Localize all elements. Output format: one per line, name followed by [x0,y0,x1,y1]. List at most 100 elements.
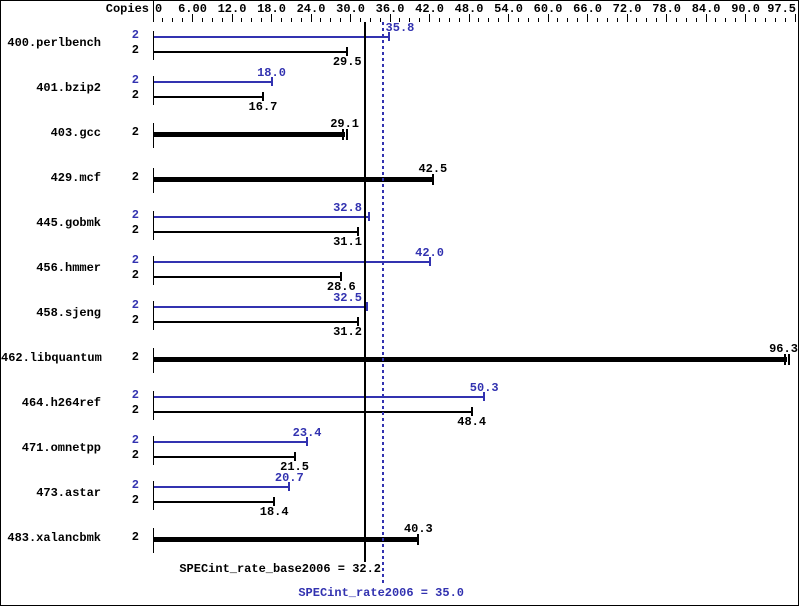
x-tick-minor [557,18,559,22]
bar-end-cap [470,407,473,416]
x-tick-minor [280,18,282,22]
group-axis-segment [153,528,154,553]
benchmark-label: 429.mcf [50,171,101,185]
x-tick-major [152,14,154,22]
peak-bar [154,36,389,38]
x-tick-minor [517,18,519,22]
copies-value: 2 [131,433,139,447]
benchmark-label: 401.bzip2 [36,81,101,95]
x-tick-major [310,14,312,22]
bar-end-cap [417,534,420,545]
benchmark-label: 483.xalancbmk [7,531,101,545]
x-tick-major [429,14,431,22]
x-tick-minor [784,18,786,22]
x-tick-label: 60.0 [533,2,563,16]
bar-end-cap [356,227,359,236]
base-bar [154,276,342,278]
x-tick-label: 42.0 [415,2,444,16]
x-tick-minor [735,18,737,22]
x-tick-major [587,14,589,22]
x-tick-major [389,14,391,22]
bar-end-cap [483,392,486,401]
x-tick-minor [725,18,727,22]
benchmark-label: 458.sjeng [36,306,101,320]
copies-value: 2 [131,313,139,327]
base-mean-line [364,22,367,562]
x-tick-label: 72.0 [612,2,642,16]
group-axis-segment [153,256,154,285]
x-tick-minor [330,18,332,22]
x-tick-minor [399,18,401,22]
base-value-label: 29.5 [332,55,362,69]
peak-value-label: 32.5 [333,291,362,305]
x-tick-minor [636,18,638,22]
bar-end-cap [431,174,434,185]
peak-value-label: 35.8 [385,21,415,35]
x-tick-minor [409,18,411,22]
x-tick-label: 24.0 [296,2,326,16]
benchmark-label: 400.perlbench [7,36,101,50]
copies-value: 2 [131,388,139,402]
x-tick-minor [320,18,322,22]
x-tick-major [705,14,707,22]
peak-bar [154,216,369,218]
copies-value: 2 [131,298,139,312]
copies-value: 2 [131,125,139,139]
peak-bar [154,441,308,443]
base-value-label: 28.6 [326,280,356,294]
copies-value: 2 [131,403,139,417]
x-tick-minor [340,18,342,22]
base-value-label: 21.5 [280,460,309,474]
x-tick-minor [774,18,776,22]
peak-value-label: 18.0 [257,66,286,80]
x-tick-minor [221,18,223,22]
x-tick-label: 97.5 [767,2,796,16]
benchmark-label: 464.h264ref [21,396,101,410]
peak-mean-label: SPECint_rate2006 = 35.0 [298,586,464,600]
bar-end-cap [784,354,787,365]
x-tick-minor [478,18,480,22]
base-value-label: 31.2 [333,325,362,339]
benchmark-label: 462.libquantum [1,351,102,365]
group-axis-segment [153,76,154,105]
copies-value: 2 [131,223,139,237]
group-axis-segment [153,31,154,60]
group-axis-segment [153,391,154,420]
x-tick-minor [201,18,203,22]
peak-value-label: 23.4 [292,426,322,440]
base-value-label: 18.4 [259,505,289,519]
single-value-label: 96.3 [769,342,798,356]
base-bar [154,51,348,53]
x-tick-label: 54.0 [494,2,523,16]
x-tick-minor [656,18,658,22]
bar-end-cap [387,32,390,41]
x-tick-major [626,14,628,22]
copies-value: 2 [131,170,139,184]
x-tick-minor [379,18,381,22]
copies-value: 2 [131,448,139,462]
copies-value: 2 [131,530,139,544]
peak-value-label: 42.0 [415,246,444,260]
x-tick-label: 36.0 [375,2,405,16]
x-tick-minor [675,18,677,22]
x-tick-minor [567,18,569,22]
x-tick-major [794,14,796,22]
x-tick-minor [300,18,302,22]
group-axis-segment [153,436,154,465]
copies-value: 2 [131,478,139,492]
base-bar [154,231,358,233]
copies-value: 2 [131,253,139,267]
x-tick-minor [577,18,579,22]
group-axis-segment [153,168,154,193]
x-tick-minor [695,18,697,22]
peak-value-label: 32.8 [333,201,362,215]
base-bar [154,501,275,503]
x-tick-major [508,14,510,22]
group-axis-segment [153,301,154,330]
base-value-label: 16.7 [248,100,278,114]
peak-value-label: 50.3 [469,381,499,395]
peak-bar [154,306,367,308]
x-tick-label: 48.0 [454,2,484,16]
x-tick-minor [754,18,756,22]
copies-value: 2 [131,73,139,87]
